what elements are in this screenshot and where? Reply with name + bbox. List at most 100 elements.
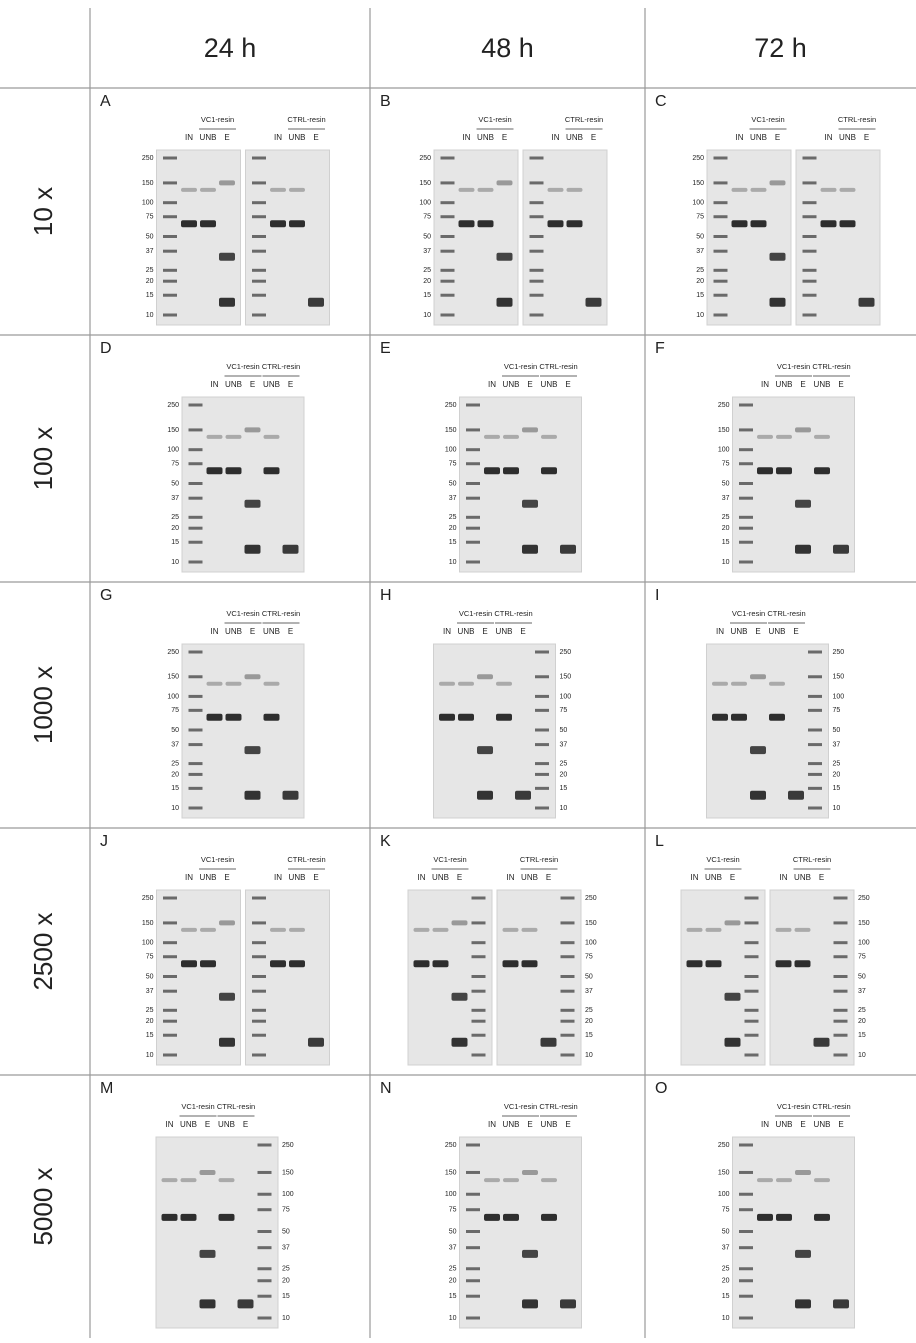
lane-label: E — [730, 873, 735, 882]
marker-label: 100 — [142, 200, 154, 207]
marker-label: 75 — [858, 954, 866, 961]
ladder-band — [739, 448, 753, 451]
marker-label: 100 — [833, 693, 845, 700]
protein-band — [245, 545, 261, 554]
marker-label: 15 — [585, 1032, 593, 1039]
protein-band — [226, 435, 242, 439]
marker-label: 250 — [445, 1142, 457, 1149]
ladder-band — [163, 955, 177, 958]
ladder-band — [561, 1009, 575, 1012]
marker-label: 100 — [585, 940, 597, 947]
protein-band — [541, 1178, 557, 1182]
lane-label: UNB — [503, 1120, 520, 1129]
ladder-band — [466, 1144, 480, 1147]
column-header: 48 h — [481, 33, 534, 63]
lane-label: IN — [274, 133, 282, 142]
lane-label: UNB — [705, 873, 722, 882]
protein-band — [308, 298, 324, 307]
marker-label: 25 — [146, 1007, 154, 1014]
protein-band — [560, 1299, 576, 1308]
lane-label: UNB — [458, 627, 475, 636]
marker-label: 100 — [167, 447, 179, 454]
ladder-band — [834, 1020, 848, 1023]
marker-label: 150 — [282, 1169, 294, 1176]
panel-letter: N — [380, 1080, 392, 1097]
ladder-band — [472, 921, 486, 924]
panel-letter: L — [655, 833, 664, 850]
protein-band — [712, 682, 728, 686]
marker-label: 50 — [585, 973, 593, 980]
group-label: CTRL-resin — [539, 1102, 577, 1111]
protein-band — [757, 467, 773, 474]
lane-label: UNB — [289, 873, 306, 882]
protein-band — [200, 960, 216, 967]
marker-label: 250 — [167, 402, 179, 409]
group-label: VC1-resin — [478, 115, 511, 124]
lane-label: E — [288, 627, 293, 636]
marker-label: 250 — [692, 155, 704, 162]
ladder-band — [252, 181, 266, 184]
ladder-band — [535, 807, 549, 810]
protein-band — [219, 1038, 235, 1047]
marker-label: 15 — [449, 539, 457, 546]
ladder-band — [189, 729, 203, 732]
lane-label: IN — [761, 1120, 769, 1129]
page: 24 h48 h72 h10 x100 x1000 x2500 x5000 xA… — [0, 0, 916, 1343]
lane-label: UNB — [200, 873, 217, 882]
ladder-band — [530, 157, 544, 160]
marker-label: 100 — [419, 200, 431, 207]
ladder-band — [561, 955, 575, 958]
ladder-band — [535, 675, 549, 678]
ladder-band — [739, 1144, 753, 1147]
marker-label: 150 — [142, 180, 154, 187]
lane-label: UNB — [263, 627, 280, 636]
marker-label: 15 — [146, 292, 154, 299]
protein-band — [859, 298, 875, 307]
marker-label: 250 — [142, 895, 154, 902]
protein-band — [484, 1214, 500, 1221]
marker-label: 37 — [146, 988, 154, 995]
ladder-band — [535, 787, 549, 790]
ladder-band — [535, 695, 549, 698]
protein-band — [439, 714, 455, 721]
protein-band — [522, 960, 538, 967]
ladder-band — [252, 1034, 266, 1037]
protein-band — [731, 714, 747, 721]
ladder-band — [189, 448, 203, 451]
marker-label: 15 — [560, 785, 568, 792]
marker-label: 25 — [722, 514, 730, 521]
ladder-band — [834, 1009, 848, 1012]
protein-band — [283, 791, 299, 800]
ladder-band — [561, 897, 575, 900]
group-label: CTRL-resin — [793, 855, 831, 864]
protein-band — [515, 791, 531, 800]
lane-label: E — [527, 1120, 532, 1129]
lane-label: IN — [211, 380, 219, 389]
marker-label: 37 — [858, 988, 866, 995]
protein-band — [207, 435, 223, 439]
group-label: VC1-resin — [201, 115, 234, 124]
ladder-band — [739, 561, 753, 564]
ladder-band — [745, 1020, 759, 1023]
marker-label: 100 — [560, 693, 572, 700]
marker-label: 150 — [167, 427, 179, 434]
marker-label: 250 — [585, 895, 597, 902]
marker-label: 250 — [142, 155, 154, 162]
lane-label: E — [793, 627, 798, 636]
panel-letter: E — [380, 340, 391, 357]
ladder-band — [466, 482, 480, 485]
ladder-band — [466, 527, 480, 530]
lane-label: E — [224, 873, 229, 882]
ladder-band — [466, 404, 480, 407]
lane-label: IN — [274, 873, 282, 882]
lane-label: E — [800, 380, 805, 389]
protein-band — [522, 1299, 538, 1308]
group-label: VC1-resin — [433, 855, 466, 864]
ladder-band — [739, 527, 753, 530]
marker-label: 15 — [146, 1032, 154, 1039]
ladder-band — [189, 695, 203, 698]
protein-band — [477, 791, 493, 800]
protein-band — [200, 1299, 216, 1308]
panel-letter: F — [655, 340, 665, 357]
lane-label: UNB — [263, 380, 280, 389]
